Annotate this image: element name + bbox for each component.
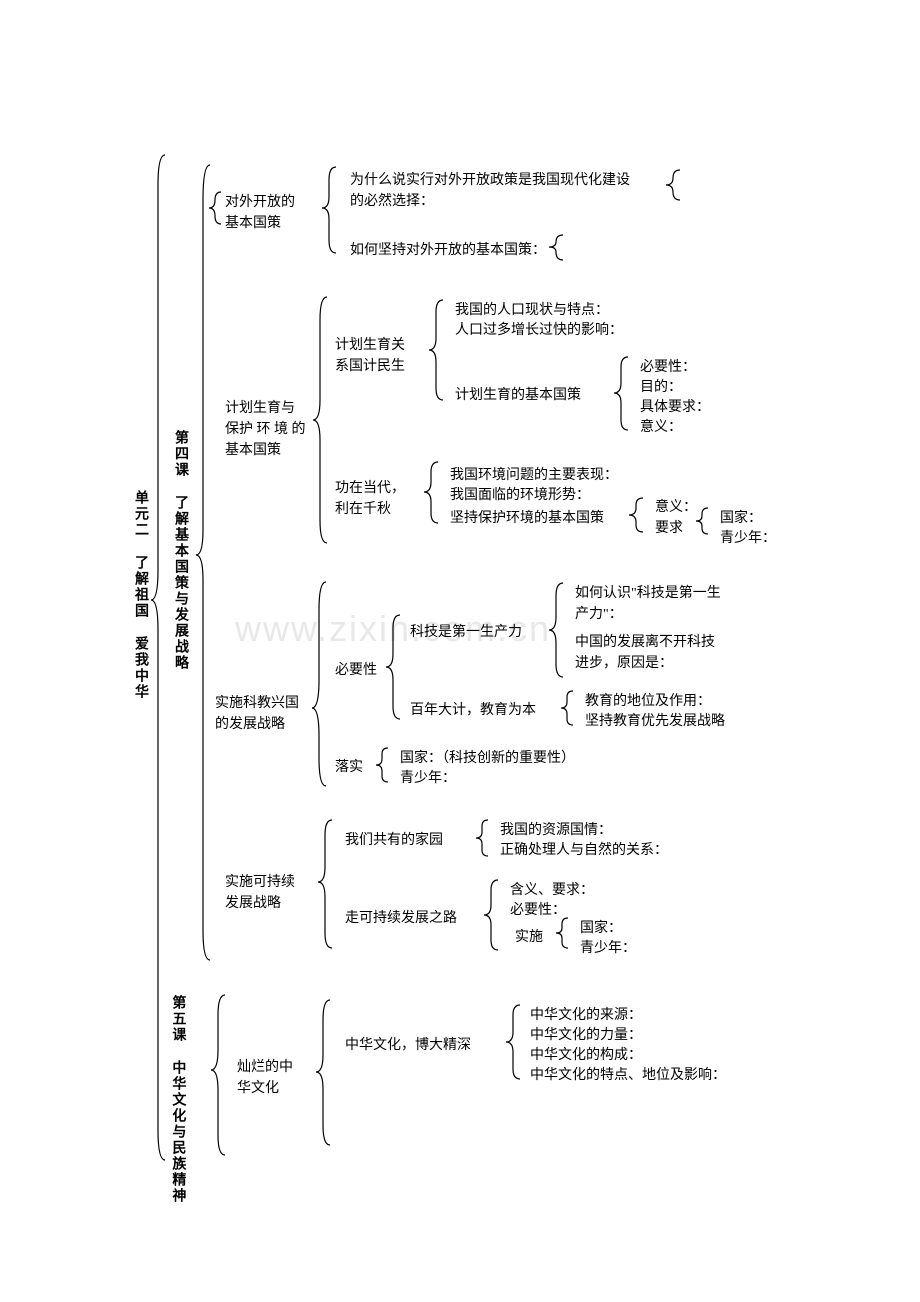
- l4-b2-title-l1: 计划生育与: [225, 401, 295, 416]
- l4-b2-sec1-item1: 我国的人口现状与特点：: [455, 300, 609, 321]
- l4-b3-sec1-sub1-i2-l2: 进步，原因是：: [575, 656, 673, 671]
- l4-b4-title: 实施可持续 发展战略: [225, 872, 295, 914]
- l5-b1-title: 灿烂的中 华文化: [237, 1057, 293, 1099]
- l4-b2-sec1-l1: 计划生育关: [335, 338, 405, 353]
- l4-b2-title-l3: 基本国策: [225, 443, 281, 458]
- l4-b1-title-l2: 基本国策: [225, 216, 281, 231]
- l5-b1-sec1-label: 中华文化，博大精深: [345, 1035, 471, 1056]
- lesson5-label: 第五课 中华文化与民族精神: [170, 995, 185, 1204]
- l5-b1-sec1-i2: 中华文化的力量：: [530, 1025, 642, 1046]
- l4-b4-sec1-label: 我们共有的家园: [345, 830, 443, 851]
- l4-b2-sec2-policy-i2-a: 国家：: [720, 508, 762, 529]
- l4-b3-sec1-label: 必要性: [335, 660, 377, 681]
- l4-b4-sec1-i2: 正确处理人与自然的关系：: [500, 840, 668, 861]
- l4-b1-sub2: 如何坚持对外开放的基本国策：: [350, 240, 546, 261]
- l4-b2-sec2-item2: 我国面临的环境形势：: [450, 485, 590, 506]
- l4-b3-sec1-sub1-i2: 中国的发展离不开科技 进步，原因是：: [575, 632, 715, 674]
- l4-b4-sec1-i1: 我国的资源国情：: [500, 820, 612, 841]
- l4-b2-sec2-l2: 利在千秋: [335, 502, 391, 517]
- l4-b1-title: 对外开放的 基本国策: [225, 192, 295, 234]
- l4-b4-sec2-label: 走可持续发展之路: [345, 908, 457, 929]
- l4-b1-sub1: 为什么说实行对外开放政策是我国现代化建设 的必然选择：: [350, 170, 630, 212]
- l4-b2-sec2-policy-i2-label: 要求: [655, 518, 683, 539]
- l4-b3-title-l2: 的发展战略: [215, 717, 285, 732]
- l4-b2-sec1-l2: 系国计民生: [335, 359, 405, 374]
- l4-b3-sec2-label: 落实: [335, 757, 363, 778]
- l4-b2-sec2-policy-i1: 意义：: [655, 497, 697, 518]
- l4-b2-sec1-title: 计划生育关 系国计民生: [335, 335, 405, 377]
- l4-b2-sec1-policy-i3: 具体要求：: [640, 397, 710, 418]
- l4-b2-sec2-policy-i2-b: 青少年：: [720, 528, 776, 549]
- l4-b3-title: 实施科教兴国 的发展战略: [215, 693, 299, 735]
- l5-b1-sec1-i3: 中华文化的构成：: [530, 1045, 642, 1066]
- l4-b4-title-l1: 实施可持续: [225, 875, 295, 890]
- l4-b4-sec2-i3-a: 国家：: [580, 918, 622, 939]
- l4-b2-sec1-policy-i4: 意义：: [640, 417, 682, 438]
- l4-b3-sec1-sub2-i1: 教育的地位及作用：: [585, 691, 711, 712]
- l4-b4-sec2-i1: 含义、要求：: [510, 880, 594, 901]
- l4-b2-sec1-policy-i1: 必要性：: [640, 357, 696, 378]
- l4-b3-sec1-sub1-label: 科技是第一生产力: [410, 622, 522, 643]
- l4-b3-title-l1: 实施科教兴国: [215, 696, 299, 711]
- l4-b3-sec1-sub2-label: 百年大计，教育为本: [410, 700, 536, 721]
- l4-b1-sub1-l1: 为什么说实行对外开放政策是我国现代化建设: [350, 173, 630, 188]
- root-label: 单元二 了解祖国 爱我中华: [130, 490, 151, 700]
- l4-b2-sec2-l1: 功在当代，: [335, 481, 405, 496]
- l4-b1-title-l1: 对外开放的: [225, 195, 295, 210]
- l4-b3-sec1-sub1-i1: 如何认识"科技是第一生 产力"：: [575, 583, 721, 625]
- l4-b4-sec2-i3-b: 青少年：: [580, 938, 636, 959]
- l4-b2-sec1-policy-label: 计划生育的基本国策: [455, 385, 581, 406]
- l5-b1-title-l1: 灿烂的中: [237, 1060, 293, 1075]
- l4-b4-sec2-i3-label: 实施: [515, 927, 543, 948]
- l5-b1-title-l2: 华文化: [237, 1081, 279, 1096]
- l4-b3-sec1-sub1-i1-l1: 如何认识"科技是第一生: [575, 586, 721, 601]
- l4-b4-sec2-i2: 必要性：: [510, 900, 566, 921]
- l4-b3-sec2-i1: 国家：（科技创新的重要性）: [400, 748, 575, 769]
- l4-b2-sec2-item1: 我国环境问题的主要表现：: [450, 465, 618, 486]
- l4-b4-title-l2: 发展战略: [225, 896, 281, 911]
- l4-b2-title: 计划生育与 保护 环 境 的 基本国策: [225, 398, 306, 461]
- l4-b3-sec1-sub2-i2: 坚持教育优先发展战略: [585, 711, 725, 732]
- l4-b3-sec1-sub1-i1-l2: 产力"：: [575, 607, 623, 622]
- l5-b1-sec1-i4: 中华文化的特点、地位及影响：: [530, 1065, 726, 1086]
- lesson4-label: 第四课 了解基本国策与发展战略: [170, 430, 191, 671]
- l4-b2-sec1-policy-i2: 目的：: [640, 377, 682, 398]
- l4-b2-sec2-policy-label: 坚持保护环境的基本国策: [450, 508, 604, 529]
- l4-b2-sec2-title: 功在当代， 利在千秋: [335, 478, 405, 520]
- l4-b1-sub1-l2: 的必然选择：: [350, 194, 434, 209]
- l4-b3-sec1-sub1-i2-l1: 中国的发展离不开科技: [575, 635, 715, 650]
- l4-b2-title-l2: 保护 环 境 的: [225, 422, 306, 437]
- l4-b2-sec1-item2: 人口过多增长过快的影响：: [455, 320, 623, 341]
- l5-b1-sec1-i1: 中华文化的来源：: [530, 1005, 642, 1026]
- l4-b3-sec2-i2: 青少年：: [400, 768, 456, 789]
